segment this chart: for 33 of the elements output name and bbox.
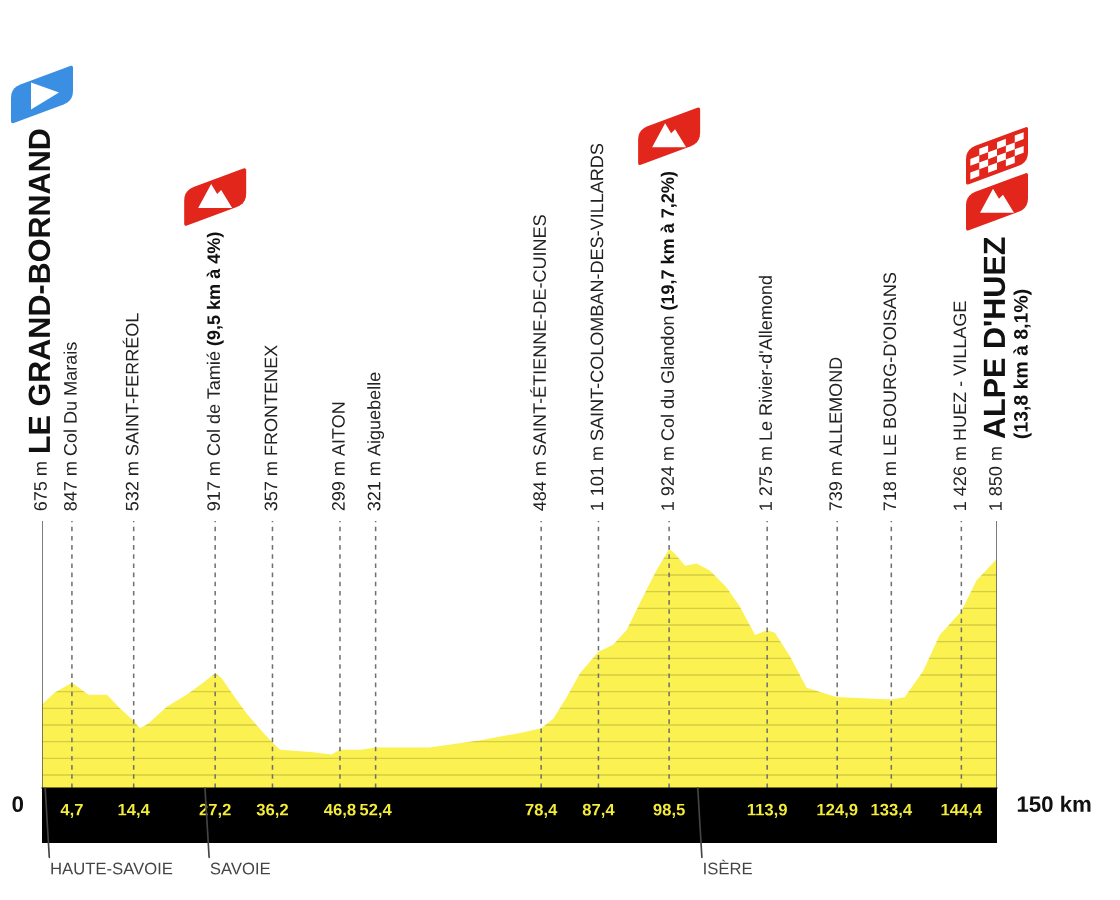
x-tick-label: 14,4 <box>118 803 150 818</box>
ref-line-label: 675 m LE GRAND-BORNAND <box>28 129 51 511</box>
ref-line-label: 1 850 m ALPE D'HUEZ (13,8 km à 8,1%) <box>983 237 1032 510</box>
ref-line-label: 1 426 m HUEZ - VILLAGE <box>953 301 967 510</box>
ref-line-label: 917 m Col de Tamié (9,5 km à 4%) <box>206 232 224 511</box>
ref-line-label: 357 m FRONTENEX <box>264 345 278 511</box>
x-tick-label: 52,4 <box>359 803 392 818</box>
annotation: ISÈRE <box>704 859 752 875</box>
ref-line-label: 847 m Col Du Marais <box>63 342 77 511</box>
ref-line-label: 1 275 m Le Rivier-d'Allemond <box>758 276 773 510</box>
ref-line-label: 739 m ALLEMOND <box>829 357 843 511</box>
annotation: 0 <box>12 796 24 813</box>
ref-line-label: 1 101 m SAINT-COLOMBAN-DES-VILLARDS <box>590 143 604 510</box>
annotation: SAVOIE <box>210 862 270 875</box>
ref-line-label: 321 m Aiguebelle <box>367 372 385 511</box>
annotation: 150 km <box>1017 795 1091 813</box>
ref-line-label: 532 m SAINT-FERRÉOL <box>122 313 139 511</box>
x-tick-label: 36,2 <box>256 803 289 818</box>
x-tick-label: 87,4 <box>582 803 615 818</box>
annotation: HAUTE-SAVOIE <box>51 862 173 875</box>
x-tick-label: 133,4 <box>871 803 913 818</box>
ref-line-label: 1 924 m Col du Glandon (19,7 km à 7,2%) <box>660 171 678 510</box>
x-tick-label: 144,4 <box>941 803 983 818</box>
x-tick-label: 78,4 <box>525 803 558 818</box>
x-tick-label: 27,2 <box>199 803 231 818</box>
x-tick-label: 113,9 <box>747 803 787 818</box>
x-tick-label: 46,8 <box>324 803 356 818</box>
ref-line-label: 299 m AITON <box>332 402 345 511</box>
ref-line-label: 718 m LE BOURG-D'OISANS <box>883 272 897 511</box>
ref-line-label: 484 m SAINT-ÉTIENNE-DE-CUINES <box>530 215 546 511</box>
x-tick-label: 98,5 <box>653 803 685 818</box>
x-tick-label: 124,9 <box>817 803 858 818</box>
x-tick-label: 4,7 <box>60 803 83 818</box>
